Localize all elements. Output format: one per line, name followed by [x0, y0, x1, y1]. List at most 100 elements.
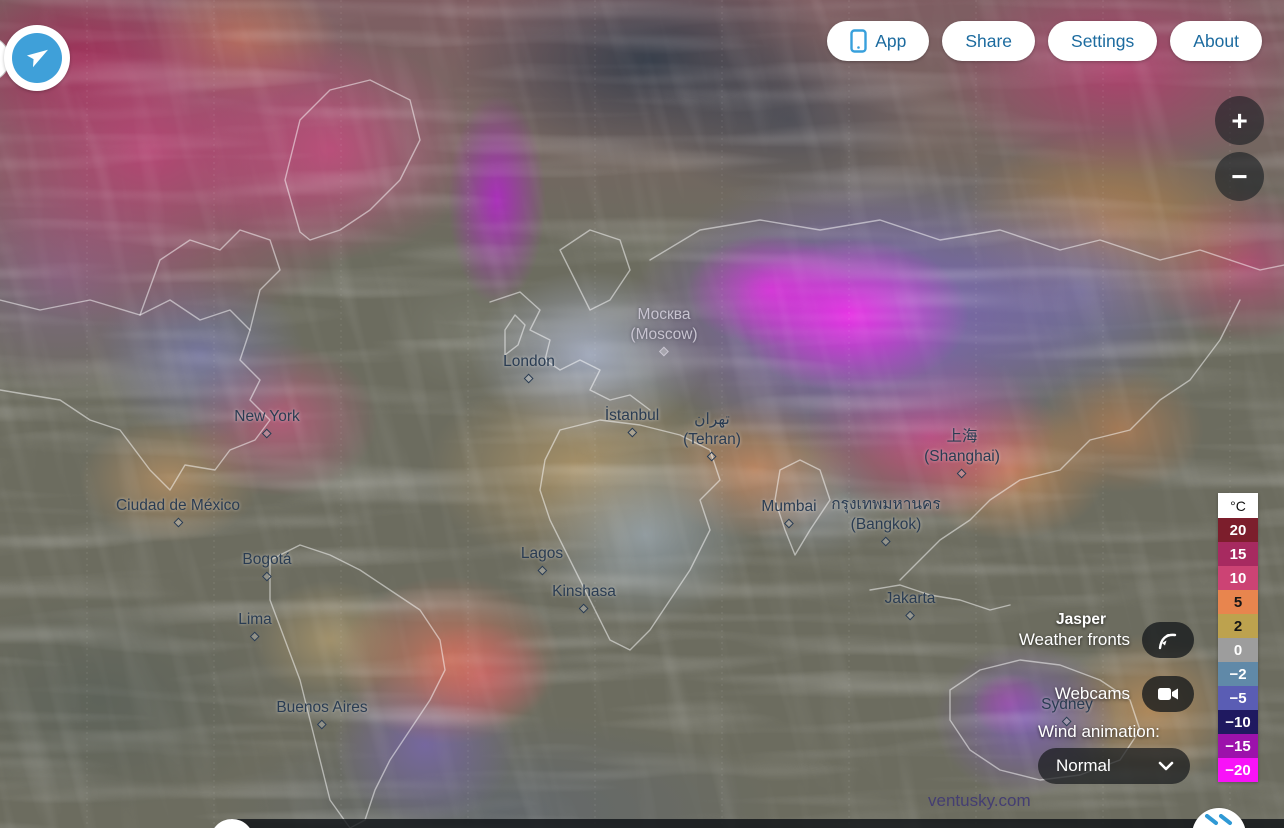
legend-stop: −2 [1218, 662, 1258, 686]
city-name: Ciudad de México [115, 497, 241, 514]
legend-unit: °C [1218, 493, 1258, 518]
nav-button-label: About [1193, 30, 1239, 51]
city-name: تهران [694, 411, 730, 428]
ventusky-watermark[interactable]: ventusky.com [928, 791, 1031, 810]
webcams-button[interactable] [1142, 676, 1194, 712]
city-name: Москва [637, 306, 691, 323]
city-label[interactable]: Mumbai [761, 497, 817, 529]
city-marker-icon [957, 468, 967, 479]
city-name: London [503, 353, 555, 370]
zoom-in-button[interactable]: + [1215, 96, 1264, 145]
nav-button-app[interactable]: App [827, 21, 930, 61]
nav-button-label: App [875, 30, 907, 51]
legend-stop-value: 10 [1229, 569, 1247, 587]
city-label[interactable]: Kinshasa [552, 582, 616, 614]
legend-stop: 2 [1218, 614, 1258, 638]
legend-stop-value: 0 [1233, 641, 1243, 659]
city-marker-icon [250, 631, 260, 642]
fast-forward-icon [1205, 814, 1232, 825]
legend-stop-value: −5 [1229, 689, 1247, 707]
city-marker-icon [537, 565, 547, 576]
timeline-bar[interactable] [230, 819, 1284, 828]
wind-animation-value: Normal [1056, 756, 1111, 775]
temperature-legend[interactable]: °C 20 15 10 5 2 0 −2 −5 −10 −15 −20 [1218, 493, 1258, 782]
legend-stop: −5 [1218, 686, 1258, 710]
city-name: Jakarta [884, 590, 936, 607]
graticule [86, 0, 1231, 828]
city-label[interactable]: Bogotá [242, 550, 292, 582]
city-marker-icon [659, 346, 669, 357]
city-name: 上海 [946, 428, 978, 445]
city-name: Mumbai [761, 498, 817, 515]
legend-stop: −10 [1218, 710, 1258, 734]
city-label[interactable]: Lima [238, 610, 272, 642]
chevron-down-icon [1158, 761, 1174, 771]
city-name: กรุงเทพมหานคร [831, 496, 941, 513]
legend-stop-value: 2 [1233, 617, 1243, 635]
city-name: Kinshasa [552, 583, 616, 600]
city-name-secondary: (Tehran) [683, 431, 741, 448]
zoom-controls: + − [1215, 96, 1264, 201]
city-label[interactable]: تهران (Tehran) [683, 410, 741, 462]
city-label[interactable]: London [503, 352, 555, 384]
city-marker-icon [173, 517, 183, 528]
weather-fronts-label: Weather fronts [1018, 630, 1130, 649]
city-name: İstanbul [604, 407, 660, 424]
video-camera-icon [1158, 688, 1178, 700]
play-button[interactable] [210, 819, 254, 828]
legend-stop-value: 20 [1229, 521, 1247, 539]
city-label[interactable]: Москва (Moscow) [630, 305, 698, 357]
city-label[interactable]: Ciudad de México [115, 496, 241, 528]
city-marker-icon [524, 373, 534, 384]
city-label[interactable]: Buenos Aires [276, 698, 368, 730]
city-label[interactable]: 上海 (Shanghai) [924, 427, 1000, 479]
nav-button-label: Share [965, 30, 1013, 51]
weather-fronts-button[interactable] [1142, 622, 1194, 658]
wind-animation-select[interactable]: Normal [1038, 748, 1190, 784]
nav-button-settings[interactable]: Settings [1048, 21, 1158, 61]
fast-forward-button[interactable] [1192, 808, 1246, 828]
city-label[interactable]: กรุงเทพมหานคร (Bangkok) [831, 495, 941, 547]
locate-button-ring [4, 25, 70, 91]
city-name-secondary: (Shanghai) [924, 448, 1000, 465]
nav-button-about[interactable]: About [1170, 21, 1262, 61]
selected-place-label[interactable]: Jasper [1056, 611, 1106, 628]
city-name: Lima [238, 611, 272, 628]
webcams-label: Webcams [1054, 684, 1130, 703]
legend-stop: −15 [1218, 734, 1258, 758]
legend-stop-value: −15 [1225, 737, 1251, 755]
city-label[interactable]: New York [234, 407, 300, 439]
legend-stop: 0 [1218, 638, 1258, 662]
legend-stop-value: 5 [1233, 593, 1243, 611]
legend-stop: 10 [1218, 566, 1258, 590]
legend-stop: −20 [1218, 758, 1258, 782]
nav-button-share[interactable]: Share [942, 21, 1036, 61]
nav-button-label: Settings [1071, 30, 1135, 51]
city-label[interactable]: Lagos [520, 544, 564, 576]
city-marker-icon [579, 603, 589, 614]
locate-button[interactable] [12, 33, 62, 83]
city-label[interactable]: Sydney [1041, 695, 1093, 727]
city-label[interactable]: İstanbul [604, 406, 660, 438]
city-name: Lagos [520, 545, 564, 562]
weather-fronts-control: Weather fronts [1019, 622, 1194, 658]
city-marker-icon [784, 518, 794, 529]
webcams-control: Webcams [1055, 676, 1194, 712]
navigation-arrow-icon [26, 49, 49, 68]
zoom-out-button[interactable]: − [1215, 152, 1264, 201]
city-label[interactable]: Jakarta [884, 589, 936, 621]
city-name: New York [234, 408, 300, 425]
continent-outlines [0, 79, 1284, 828]
city-marker-icon [262, 428, 272, 439]
wind-animation-label: Wind animation: [1038, 722, 1160, 741]
weather-front-icon [1158, 633, 1177, 650]
legend-stop-value: −10 [1225, 713, 1251, 731]
legend-stop-value: −2 [1229, 665, 1247, 683]
city-marker-icon [905, 610, 915, 621]
city-name: Bogotá [242, 551, 292, 568]
legend-stop: 20 [1218, 518, 1258, 542]
legend-stop: 5 [1218, 590, 1258, 614]
